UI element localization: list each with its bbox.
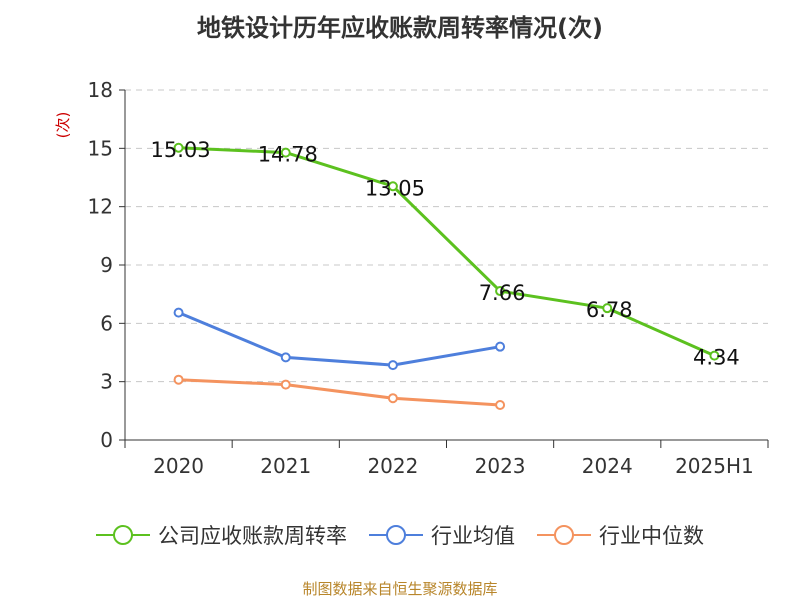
legend-label: 公司应收账款周转率 — [158, 524, 347, 548]
data-point — [387, 181, 398, 192]
series-line — [178, 378, 501, 407]
data-point — [280, 352, 291, 363]
data-label: 4.34 — [693, 346, 740, 370]
data-point — [280, 379, 291, 390]
x-tick-label: 2025H1 — [675, 454, 754, 478]
x-tick-label: 2024 — [582, 454, 633, 478]
chart-title: 地铁设计历年应收账款周转率情况(次) — [197, 14, 603, 42]
chart-legend: 公司应收账款周转率 行业均值 行业中位数 — [0, 520, 800, 550]
series-line — [178, 311, 501, 367]
data-point — [709, 350, 720, 361]
x-tick-label: 2021 — [260, 454, 311, 478]
y-axis-unit: (次) — [54, 112, 72, 139]
data-point — [387, 360, 398, 371]
y-tick-label: 12 — [88, 195, 113, 219]
data-source-note: 制图数据来自恒生聚源数据库 — [302, 580, 498, 598]
data-point — [280, 147, 291, 158]
x-tick-label: 2020 — [153, 454, 204, 478]
legend-item[interactable]: 公司应收账款周转率 — [96, 520, 347, 550]
data-point — [387, 393, 398, 404]
data-label: 6.78 — [586, 298, 633, 322]
x-tick-label: 2023 — [475, 454, 526, 478]
legend-label: 行业均值 — [431, 524, 515, 548]
y-tick-label: 0 — [100, 428, 113, 452]
data-label: 15.03 — [151, 138, 211, 162]
y-tick-label: 3 — [100, 370, 113, 394]
data-point — [495, 400, 506, 410]
legend-item[interactable]: 行业均值 — [369, 520, 515, 550]
data-point — [173, 142, 184, 153]
legend-swatch-icon — [537, 523, 591, 547]
y-tick-label: 15 — [88, 136, 113, 160]
data-point — [495, 341, 506, 352]
data-label: 14.78 — [258, 143, 318, 167]
x-tick-label: 2022 — [367, 454, 418, 478]
data-label: 7.66 — [479, 281, 526, 305]
data-point — [173, 307, 184, 318]
legend-label: 行业中位数 — [599, 524, 704, 548]
legend-item[interactable]: 行业中位数 — [537, 520, 704, 550]
data-point — [602, 303, 613, 314]
y-tick-label: 18 — [88, 78, 113, 102]
data-point — [173, 374, 184, 385]
legend-swatch-icon — [369, 523, 423, 547]
y-tick-label: 9 — [100, 253, 113, 277]
data-label: 13.05 — [365, 176, 425, 200]
y-tick-label: 6 — [100, 311, 113, 335]
legend-swatch-icon — [96, 523, 150, 547]
series-line — [178, 146, 716, 357]
data-point — [495, 286, 506, 297]
